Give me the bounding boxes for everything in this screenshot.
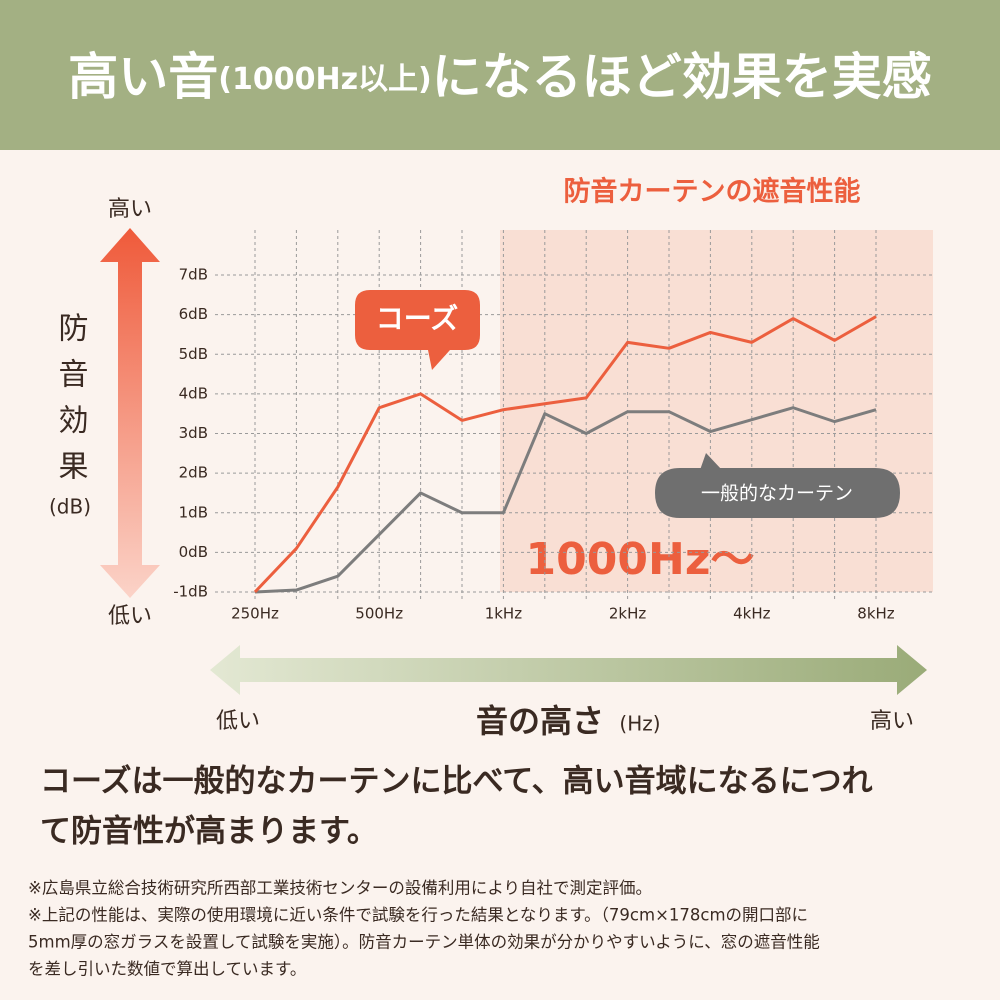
y-axis-title: 防音効果 (53, 312, 88, 496)
region-annotation: 1000Hz〜 (526, 534, 755, 585)
series-callout (655, 453, 900, 518)
header-title: 高い音(1000Hz以上)になるほど効果を実感 (68, 48, 932, 106)
x-tick-label: 4kHz (733, 605, 771, 623)
region-label: 防音カーテンの遮音性能 (564, 176, 861, 208)
title-part: 高い音 (68, 48, 218, 106)
legend-label: コーズ (376, 302, 459, 335)
y-tick-label: 4dB (179, 384, 208, 402)
x-tick-label: 500Hz (355, 605, 403, 623)
title-part: になるほど効果を実感 (432, 48, 932, 106)
y-tick-label: 7dB (179, 266, 208, 284)
series-callout (355, 290, 480, 370)
y-low-label: 低い (108, 604, 152, 629)
body-text: コーズは一般的なカーテンに比べて、高い音域になるにつれ (40, 764, 873, 800)
x-axis-title: 音の高さ (476, 702, 604, 740)
y-tick-label: 0dB (179, 543, 208, 561)
y-tick-label: 3dB (179, 424, 208, 442)
x-arrow (210, 645, 927, 695)
y-axis-unit: (dB) (49, 495, 91, 519)
series-line (253, 315, 877, 594)
x-tick-label: 1kHz (485, 605, 523, 623)
y-tick-label: 1dB (179, 503, 208, 521)
x-tick-label: 8kHz (857, 605, 895, 623)
footnote: ※上記の性能は、実際の使用環境に近い条件で試験を行った結果となります。（79cm… (28, 906, 808, 925)
series-line (254, 406, 877, 594)
y-arrow (100, 228, 160, 598)
x-axis-unit: (Hz) (619, 712, 660, 736)
x-tick-label: 250Hz (231, 605, 279, 623)
footnote: 5mm厚の窓ガラスを設置して試験を実施）。防音カーテン単体の効果が分かりやすいよ… (28, 933, 820, 952)
y-tick-label: -1dB (173, 583, 208, 601)
legend-label: 一般的なカーテン (701, 483, 853, 505)
body-text: て防音性が高まります。 (40, 814, 378, 850)
x-low-label: 低い (216, 709, 260, 734)
title-part: (1000Hz以上) (218, 62, 432, 97)
x-tick-label: 2kHz (609, 605, 647, 623)
header-band (0, 0, 1000, 150)
footnote: を差し引いた数値で算出しています。 (28, 960, 306, 979)
plot: -1dB 0dB 1dB 2dB 3dB 4dB 5dB 6dB 7dB 250Hz 500Hz 1k… (173, 230, 933, 623)
y-tick-label: 6dB (179, 305, 208, 323)
footnote: ※広島県立総合技術研究所西部工業技術センターの設備利用により自社で測定評価。 (28, 879, 652, 898)
x-high-label: 高い (870, 709, 914, 734)
y-tick-label: 2dB (179, 464, 208, 482)
highlight-region (500, 230, 933, 592)
y-tick-label: 5dB (179, 345, 208, 363)
y-high-label: 高い (108, 197, 152, 222)
